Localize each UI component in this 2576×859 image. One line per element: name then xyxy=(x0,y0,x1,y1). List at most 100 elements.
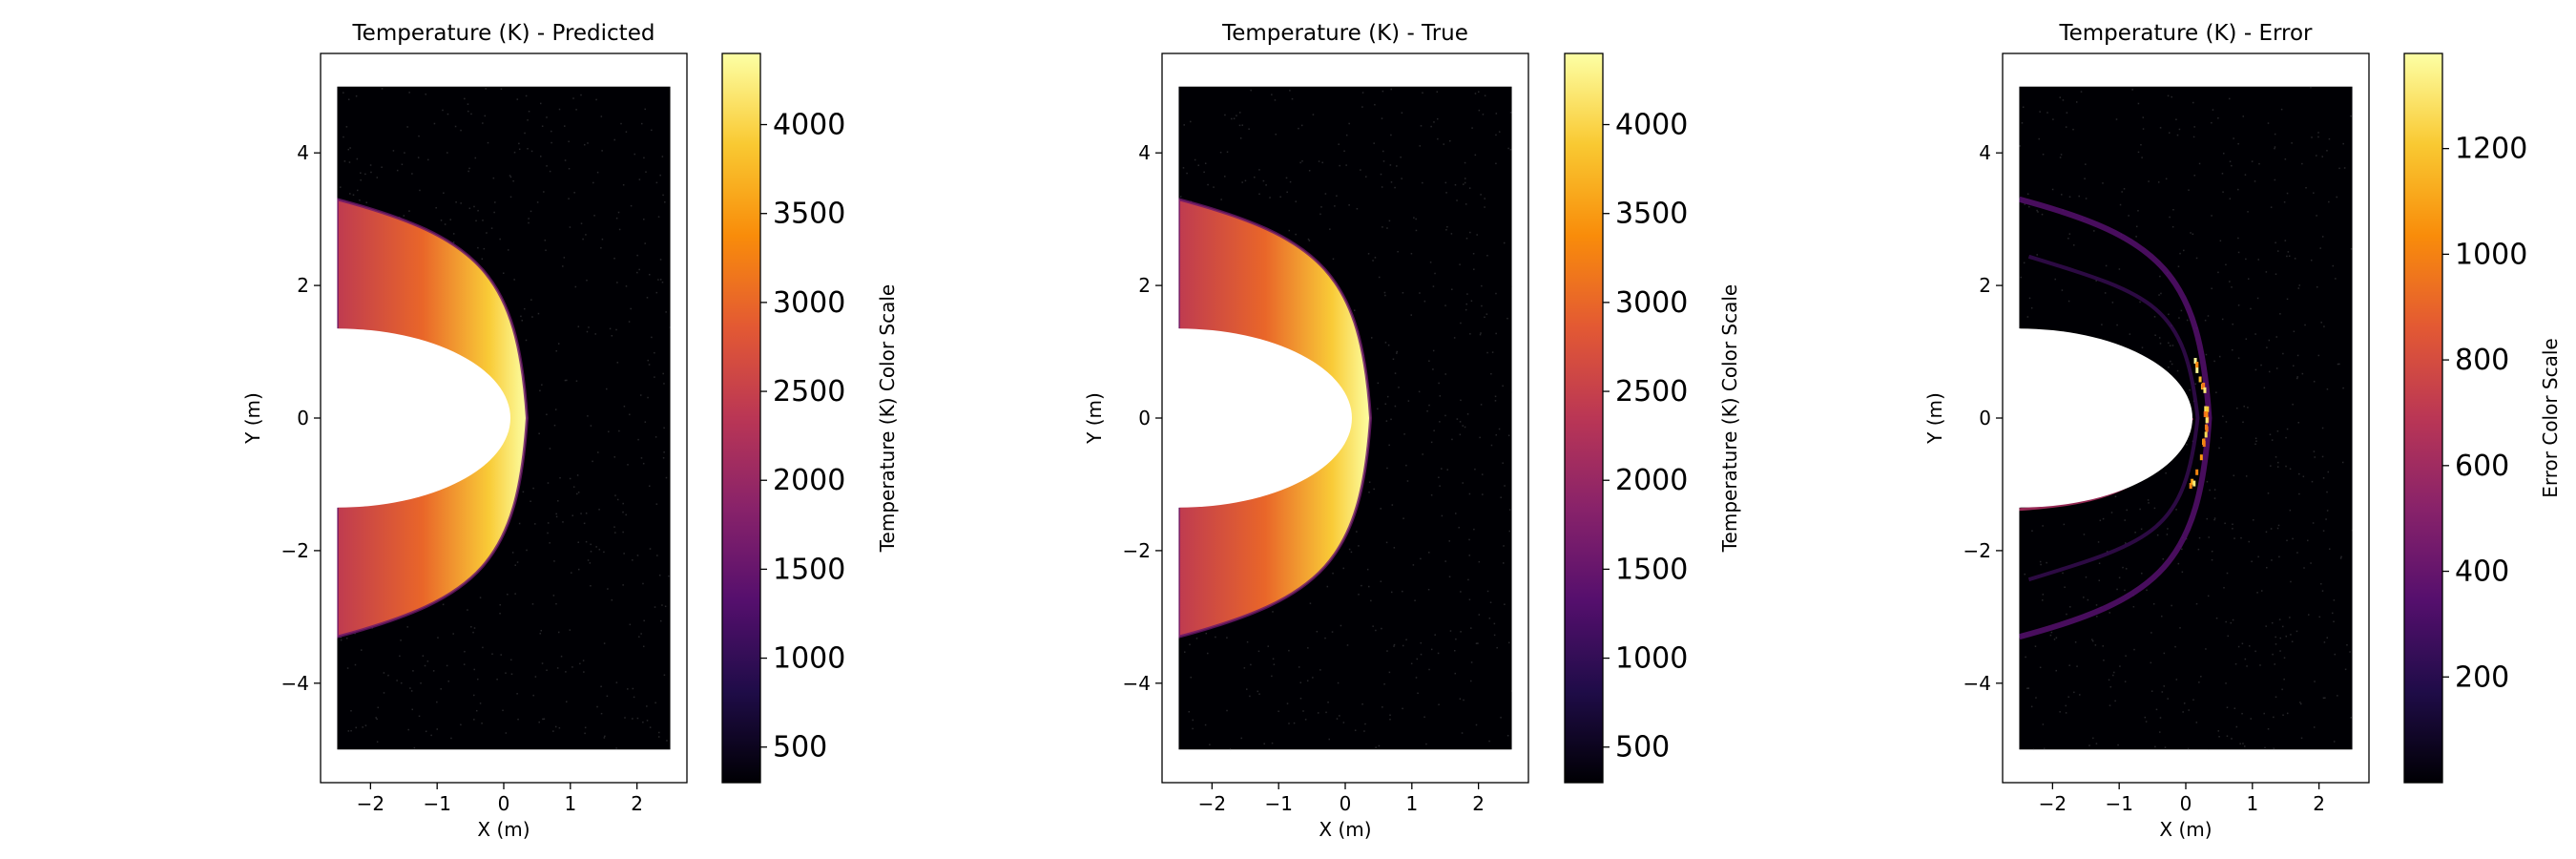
error-hotspot xyxy=(2204,406,2208,412)
colorbar-label: Temperature (K) Color Scale xyxy=(1718,284,1741,554)
y-tick-label: 2 xyxy=(1979,274,1991,297)
error-hotspot xyxy=(2195,367,2199,373)
y-tick-label: −2 xyxy=(1963,539,1991,562)
colorbar xyxy=(721,52,761,784)
colorbar-tick-label: 500 xyxy=(773,731,827,765)
y-tick-label: −4 xyxy=(281,672,309,695)
colorbar-tick-label: 200 xyxy=(2455,660,2509,694)
body-left-cover xyxy=(2004,328,2021,508)
y-axis-label: Y (m) xyxy=(1083,392,1106,445)
colorbar-tick-label: 1500 xyxy=(1615,553,1688,586)
y-tick-label: −2 xyxy=(1123,539,1151,562)
y-tick-label: 0 xyxy=(1979,407,1991,430)
colorbar-tick-label: 3500 xyxy=(773,198,845,231)
error-hotspot xyxy=(2199,454,2203,461)
colorbar-tick-label: 2000 xyxy=(1615,464,1688,497)
error-hotspot xyxy=(2206,406,2210,412)
x-tick-label: −2 xyxy=(1198,792,1226,815)
y-tick-label: −2 xyxy=(281,539,309,562)
x-tick-label: 1 xyxy=(1405,792,1418,815)
body-left-cover xyxy=(1163,328,1180,508)
colorbar-tick-label: 3000 xyxy=(773,286,845,320)
colorbar-tick-label: 1000 xyxy=(1615,642,1688,676)
colorbar-label: Error Color Scale xyxy=(2539,338,2562,498)
colorbar-tick-label: 3500 xyxy=(1615,198,1688,231)
blunt-body xyxy=(337,328,510,508)
colorbar-tick-label: 4000 xyxy=(1615,109,1688,142)
colorbar-tick-label: 1000 xyxy=(773,642,845,676)
y-axis-label: Y (m) xyxy=(241,392,264,445)
colorbar-tick-label: 3000 xyxy=(1615,286,1688,320)
y-tick-label: 2 xyxy=(297,274,309,297)
chart-title: Temperature (K) - Predicted xyxy=(352,21,655,46)
x-axis-label: X (m) xyxy=(477,818,530,841)
x-axis-label: X (m) xyxy=(2159,818,2212,841)
error-hotspot xyxy=(2195,362,2199,368)
error-shock-band xyxy=(2019,196,2212,640)
y-tick-label: 4 xyxy=(1979,141,1991,164)
colorbar-tick-label: 1000 xyxy=(2455,238,2527,271)
y-tick-label: −4 xyxy=(1123,672,1151,695)
error-hotspot xyxy=(2204,424,2208,430)
x-tick-label: −2 xyxy=(357,792,384,815)
y-tick-label: 0 xyxy=(1138,407,1151,430)
colorbar-tick-label: 400 xyxy=(2455,555,2509,589)
body-left-cover xyxy=(322,328,339,508)
error-hotspot xyxy=(2192,480,2196,487)
x-axis-label: X (m) xyxy=(1319,818,1371,841)
colorbar-label: Temperature (K) Color Scale xyxy=(876,284,899,554)
shock-layer xyxy=(1178,198,1373,639)
colorbar-tick-label: 2500 xyxy=(1615,375,1688,409)
colorbar-tick-label: 1500 xyxy=(773,553,845,586)
shock-layer xyxy=(2019,196,2212,640)
shock-layer xyxy=(337,198,529,639)
x-tick-label: −1 xyxy=(1264,792,1292,815)
colorbar xyxy=(2403,52,2443,784)
error-hotspot xyxy=(2203,411,2207,418)
blunt-body xyxy=(2019,328,2192,508)
colorbar-tick-label: 600 xyxy=(2455,450,2509,483)
error-hotspot xyxy=(2193,358,2197,365)
colorbar-tick-label: 1200 xyxy=(2455,133,2527,166)
error-hotspot xyxy=(2203,387,2207,393)
panel-2: Temperature (K) - True −2 −1 0 1 2 −4 −2 0 2 4 X (m… xyxy=(1083,21,1741,841)
x-tick-label: 2 xyxy=(2313,792,2325,815)
x-tick-label: 2 xyxy=(631,792,643,815)
y-tick-label: −4 xyxy=(1963,672,1991,695)
colorbar-tick-label: 2500 xyxy=(773,375,845,409)
error-hotspot xyxy=(2195,469,2199,475)
y-tick-label: 4 xyxy=(1138,141,1151,164)
error-hotspot xyxy=(2202,438,2206,445)
x-tick-label: 0 xyxy=(2180,792,2192,815)
error-inner-band xyxy=(2027,254,2200,582)
panel-3: Temperature (K) - Error −2 −1 0 1 2 −4 −2 0 2 4 X (… xyxy=(1923,21,2562,841)
shock-edge xyxy=(337,198,529,639)
colorbar-tick-label: 500 xyxy=(1615,731,1670,765)
colorbar xyxy=(1564,52,1604,784)
colorbar-tick-label: 4000 xyxy=(773,109,845,142)
x-tick-label: 1 xyxy=(2246,792,2258,815)
error-hotspot xyxy=(2189,482,2192,489)
y-tick-label: 4 xyxy=(297,141,309,164)
error-hotspot xyxy=(2202,383,2206,389)
x-tick-label: −1 xyxy=(423,792,450,815)
error-hotspot xyxy=(2191,478,2194,485)
panel-1: Temperature (K) - Predicted −2 −1 0 1 2 −4 −2 0 2… xyxy=(241,21,899,841)
chart-title: Temperature (K) - True xyxy=(1221,21,1468,46)
chart-title: Temperature (K) - Error xyxy=(2058,21,2313,46)
x-tick-label: 0 xyxy=(1340,792,1352,815)
error-hotspot xyxy=(2198,376,2202,383)
x-tick-label: 1 xyxy=(564,792,576,815)
error-hotspot xyxy=(2204,431,2208,438)
error-hotspot xyxy=(2205,411,2209,418)
y-axis-label: Y (m) xyxy=(1923,392,1946,445)
colorbar-tick-label: 2000 xyxy=(773,464,845,497)
y-tick-label: 2 xyxy=(1138,274,1151,297)
error-hotspot xyxy=(2205,417,2209,424)
y-tick-label: 0 xyxy=(297,407,309,430)
x-tick-label: 0 xyxy=(498,792,510,815)
x-tick-label: −2 xyxy=(2039,792,2067,815)
x-tick-label: 2 xyxy=(1472,792,1485,815)
shock-edge xyxy=(1178,198,1373,639)
